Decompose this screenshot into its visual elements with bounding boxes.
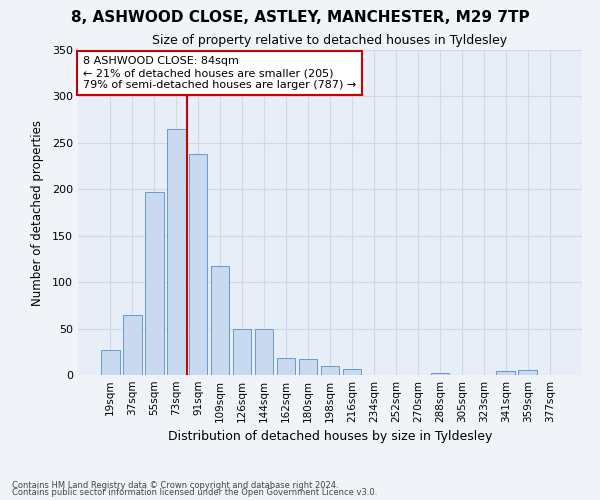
- Bar: [101, 350, 119, 375]
- Bar: [189, 154, 208, 375]
- Bar: [145, 192, 164, 375]
- Bar: [255, 328, 274, 375]
- Title: Size of property relative to detached houses in Tyldesley: Size of property relative to detached ho…: [152, 34, 508, 48]
- Y-axis label: Number of detached properties: Number of detached properties: [31, 120, 44, 306]
- Bar: [277, 358, 295, 375]
- Bar: [496, 372, 515, 375]
- Bar: [299, 359, 317, 375]
- Text: 8, ASHWOOD CLOSE, ASTLEY, MANCHESTER, M29 7TP: 8, ASHWOOD CLOSE, ASTLEY, MANCHESTER, M2…: [71, 10, 529, 25]
- Bar: [233, 328, 251, 375]
- Bar: [320, 366, 340, 375]
- X-axis label: Distribution of detached houses by size in Tyldesley: Distribution of detached houses by size …: [168, 430, 492, 444]
- Bar: [518, 370, 537, 375]
- Bar: [431, 373, 449, 375]
- Text: Contains HM Land Registry data © Crown copyright and database right 2024.: Contains HM Land Registry data © Crown c…: [12, 480, 338, 490]
- Bar: [211, 266, 229, 375]
- Bar: [123, 314, 142, 375]
- Bar: [343, 368, 361, 375]
- Text: 8 ASHWOOD CLOSE: 84sqm
← 21% of detached houses are smaller (205)
79% of semi-de: 8 ASHWOOD CLOSE: 84sqm ← 21% of detached…: [83, 56, 356, 90]
- Text: Contains public sector information licensed under the Open Government Licence v3: Contains public sector information licen…: [12, 488, 377, 497]
- Bar: [167, 129, 185, 375]
